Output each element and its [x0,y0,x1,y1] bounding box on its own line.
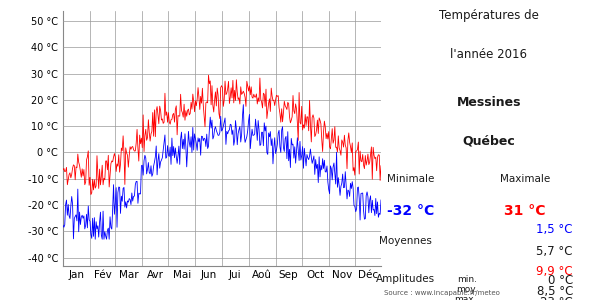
Text: -32 °C: -32 °C [388,204,434,218]
Text: Source : www.incapable.fr/meteo: Source : www.incapable.fr/meteo [384,290,500,296]
Text: l'année 2016: l'année 2016 [451,48,527,61]
Text: Maximale: Maximale [500,174,550,184]
Text: Minimale: Minimale [388,174,434,184]
Text: 31 °C: 31 °C [504,204,546,218]
Text: 9,9 °C: 9,9 °C [536,266,573,278]
Text: 23 °C: 23 °C [540,296,573,300]
Text: max.: max. [455,296,477,300]
Text: min.: min. [457,274,477,284]
Text: Québec: Québec [463,135,515,148]
Text: Messines: Messines [457,96,521,109]
Text: Amplitudes: Amplitudes [376,274,434,284]
Text: Températures de: Températures de [439,9,539,22]
Text: Moyennes: Moyennes [379,236,431,245]
Text: 5,7 °C: 5,7 °C [536,244,573,257]
Text: 1,5 °C: 1,5 °C [536,224,573,236]
Text: moy.: moy. [456,285,477,294]
Text: 0 °C: 0 °C [548,274,573,287]
Text: 8,5 °C: 8,5 °C [536,285,573,298]
